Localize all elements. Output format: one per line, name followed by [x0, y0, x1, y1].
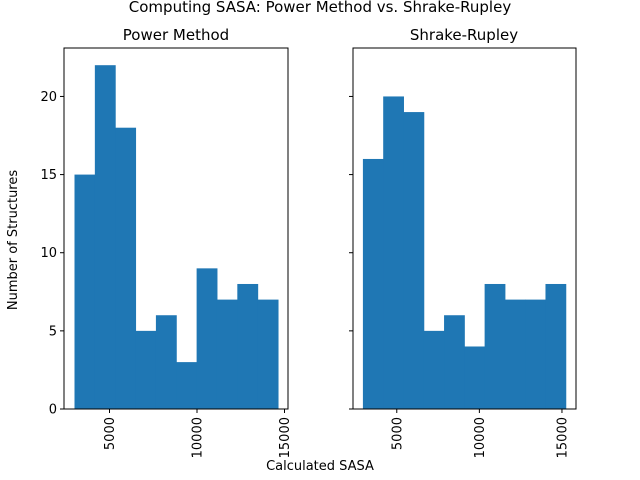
histogram-bar-shrake-rupley-9: [525, 299, 546, 409]
x-axis-power-method: 5000 10000 15000: [103, 409, 293, 458]
x-tick-label-power-method: 5000: [103, 417, 118, 450]
x-tick-label-shrake-rupley: 15000: [555, 417, 570, 458]
figure-title: Computing SASA: Power Method vs. Shrake-…: [129, 0, 512, 16]
histogram-bar-power-method-3: [115, 127, 137, 410]
panel-shrake-rupley: Shrake-Rupley 5000 10000 15000: [349, 26, 577, 458]
y-tick-label: 5: [49, 324, 57, 339]
histogram-bar-shrake-rupley-2: [383, 96, 404, 409]
histogram-bar-shrake-rupley-7: [484, 283, 506, 409]
histogram-bar-shrake-rupley-5: [444, 315, 465, 409]
histogram-bar-power-method-10: [257, 299, 279, 409]
bars-shrake-rupley: [362, 96, 567, 409]
y-tick-label: 0: [49, 403, 57, 418]
histogram-bar-power-method-4: [135, 330, 157, 409]
y-axis-shrake-rupley: [349, 95, 353, 410]
panel-power-method: Power Method 0 5 10 15 20 5000 10000 15000: [40, 26, 293, 458]
histogram-bar-power-method-9: [237, 283, 259, 409]
x-tick-label-power-method: 10000: [191, 417, 206, 458]
y-tick-label: 15: [40, 168, 57, 183]
histogram-bar-power-method-6: [176, 362, 198, 409]
histogram-bar-shrake-rupley-8: [504, 299, 526, 409]
panel-title-shrake-rupley: Shrake-Rupley: [410, 26, 518, 44]
axes-frame-shrake-rupley: [352, 47, 577, 410]
histogram-bar-shrake-rupley-3: [403, 112, 425, 409]
x-tick-label-shrake-rupley: 5000: [390, 417, 405, 450]
y-tick-label: 20: [40, 90, 57, 105]
x-axis-label: Calculated SASA: [266, 459, 374, 474]
histogram-bar-power-method-8: [216, 299, 238, 409]
histogram-bar-power-method-5: [155, 315, 177, 409]
histogram-bar-shrake-rupley-4: [423, 330, 445, 409]
y-tick-label: 10: [40, 246, 57, 261]
histogram-bar-shrake-rupley-10: [545, 283, 567, 409]
x-tick-label-power-method: 15000: [278, 417, 293, 458]
x-tick-label-shrake-rupley: 10000: [473, 417, 488, 458]
histogram-bar-shrake-rupley-6: [464, 346, 486, 409]
histogram-bar-power-method-7: [196, 268, 218, 409]
y-axis-power-method: 0 5 10 15 20: [40, 90, 64, 418]
panel-title-power-method: Power Method: [123, 26, 229, 44]
histogram-bar-shrake-rupley-1: [362, 158, 384, 409]
x-axis-shrake-rupley: 5000 10000 15000: [390, 409, 570, 458]
bars-power-method: [74, 65, 279, 410]
y-axis-label: Number of Structures: [6, 170, 21, 310]
histogram-bar-power-method-1: [74, 174, 96, 409]
axes-frame-power-method: [63, 47, 289, 410]
histogram-bar-power-method-2: [94, 65, 116, 409]
